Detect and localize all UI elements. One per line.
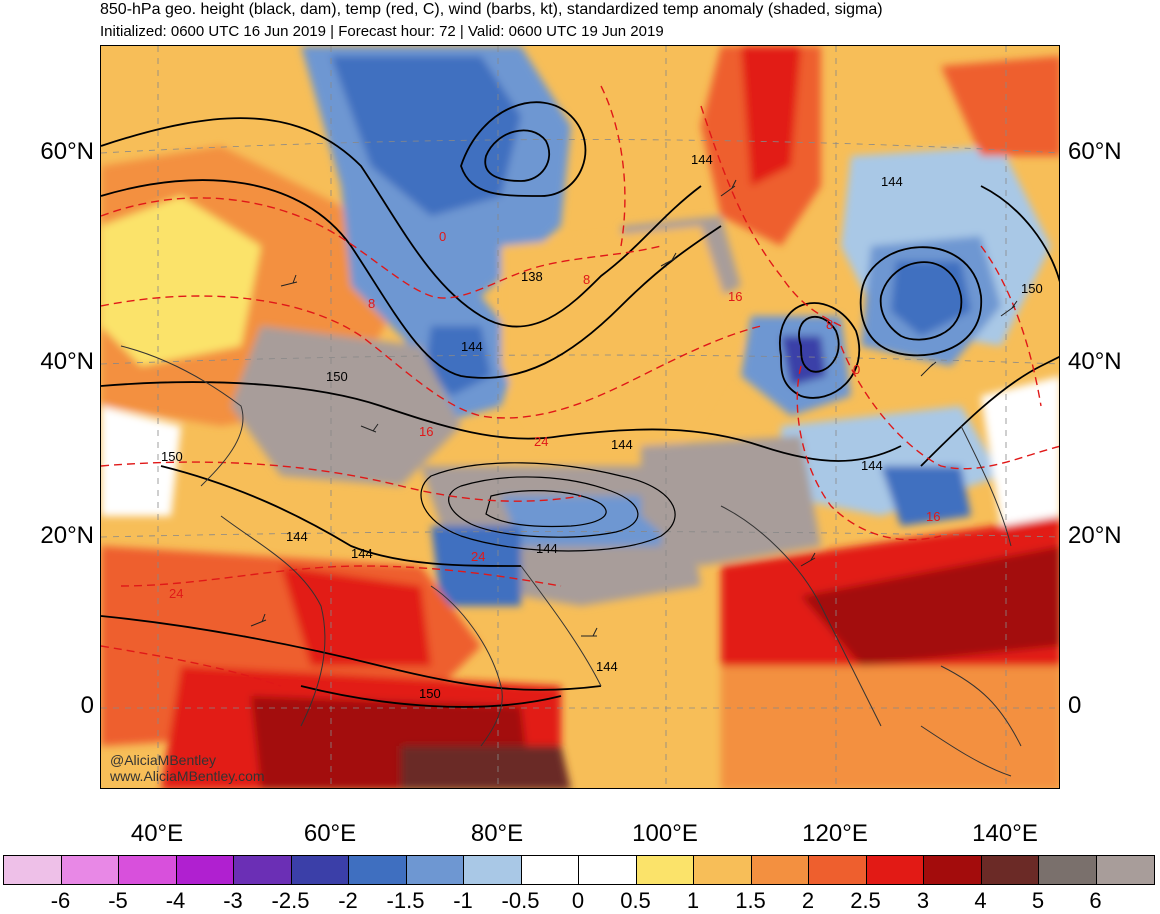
lat-label-0-right: 0 bbox=[1068, 692, 1082, 719]
colorbar-tick-label: 1.5 bbox=[735, 888, 766, 913]
height-labels: 144 144 144 138 144 150 150 144 144 144 … bbox=[161, 152, 1043, 701]
colorbar-swatch bbox=[349, 856, 407, 884]
height-label: 144 bbox=[351, 546, 373, 561]
colorbar-tick-label: 1 bbox=[686, 888, 700, 913]
temp-label: 8 bbox=[826, 317, 833, 332]
temp-label: 16 bbox=[419, 424, 433, 439]
colorbar-swatch bbox=[866, 856, 924, 884]
graticule bbox=[101, 46, 1059, 788]
colorbar-tick-label: 4 bbox=[974, 888, 987, 913]
height-label: 144 bbox=[611, 437, 633, 452]
coastlines bbox=[120, 345, 1022, 777]
lon-label-80e: 80°E bbox=[470, 820, 524, 847]
temp-label: 16 bbox=[728, 289, 742, 304]
colorbar-swatch bbox=[924, 856, 982, 884]
temp-label: 8 bbox=[583, 272, 590, 287]
colorbar-swatch bbox=[4, 856, 62, 884]
lon-label-100e: 100°E bbox=[632, 820, 698, 847]
temperature-contours bbox=[101, 85, 1059, 687]
wind-barbs bbox=[250, 179, 1018, 637]
colorbar-tick-label: -6 bbox=[50, 888, 71, 913]
height-label: 150 bbox=[1021, 281, 1043, 296]
colorbar-swatch bbox=[521, 856, 579, 884]
lat-label-40n-left: 40°N bbox=[40, 348, 94, 375]
colorbar-swatch bbox=[464, 856, 522, 884]
temp-label: 24 bbox=[169, 586, 183, 601]
lat-label-60n-right: 60°N bbox=[1068, 138, 1122, 165]
colorbar-tick-label: 5 bbox=[1031, 888, 1045, 913]
temp-label: 24 bbox=[534, 434, 548, 449]
height-label: 138 bbox=[521, 269, 543, 284]
colorbar-tick-label: 2 bbox=[801, 888, 815, 913]
colorbar-swatch bbox=[809, 856, 867, 884]
colorbar-tick-label: -1 bbox=[453, 888, 473, 913]
colorbar-swatch bbox=[981, 856, 1039, 884]
height-label: 150 bbox=[326, 369, 348, 384]
colorbar-swatch bbox=[176, 856, 234, 884]
colorbar-tick-label: -3 bbox=[223, 888, 243, 913]
height-label: 144 bbox=[596, 659, 618, 674]
colorbar-swatch bbox=[234, 856, 292, 884]
lat-label-0-left: 0 bbox=[80, 692, 94, 719]
height-label: 144 bbox=[881, 174, 903, 189]
lat-label-20n-left: 20°N bbox=[40, 522, 94, 549]
anomaly-shading bbox=[101, 46, 1059, 788]
height-label: 144 bbox=[691, 152, 713, 167]
height-label: 150 bbox=[419, 686, 441, 701]
height-contours bbox=[101, 101, 1059, 708]
colorbar-tick-label: -5 bbox=[108, 888, 128, 913]
height-label: 144 bbox=[286, 529, 308, 544]
colorbar-swatch bbox=[61, 856, 119, 884]
map-title: 850-hPa geo. height (black, dam), temp (… bbox=[100, 1, 883, 18]
lon-label-140e: 140°E bbox=[972, 820, 1038, 847]
colorbar-swatch bbox=[1096, 856, 1154, 884]
watermark-url: www.AliciaMBentley.com bbox=[110, 768, 265, 784]
lon-label-120e: 120°E bbox=[802, 820, 868, 847]
colorbar-tick-label: -2.5 bbox=[271, 888, 310, 913]
colorbar-tick-label: -1.5 bbox=[386, 888, 425, 913]
temp-label: 24 bbox=[471, 549, 485, 564]
colorbar-swatch bbox=[291, 856, 349, 884]
temp-label: 16 bbox=[926, 509, 940, 524]
temp-label: 0 bbox=[439, 229, 446, 244]
temp-labels: 0 8 8 16 8 0 16 24 24 24 16 bbox=[169, 229, 940, 601]
colorbar-tick-label: -2 bbox=[338, 888, 358, 913]
colorbar-swatch bbox=[119, 856, 177, 884]
height-label: 144 bbox=[861, 458, 883, 473]
height-label: 144 bbox=[536, 541, 558, 556]
colorbar-swatch bbox=[406, 856, 464, 884]
lon-label-40e: 40°E bbox=[130, 820, 184, 847]
colorbar-swatch bbox=[1039, 856, 1097, 884]
map-canvas: 144 144 144 138 144 150 150 144 144 144 … bbox=[101, 46, 1059, 788]
colorbar-swatch bbox=[579, 856, 637, 884]
map-subtitle: Initialized: 0600 UTC 16 Jun 2019 | Fore… bbox=[100, 23, 664, 40]
colorbar-swatch bbox=[751, 856, 809, 884]
tibet-contours bbox=[420, 462, 676, 552]
colorbar-tick-label: 6 bbox=[1089, 888, 1102, 913]
colorbar-swatch bbox=[694, 856, 752, 884]
colorbar-tick-label: 3 bbox=[916, 888, 930, 913]
lon-label-60e: 60°E bbox=[303, 820, 357, 847]
temp-label: 0 bbox=[853, 362, 860, 377]
anomaly-colorbar bbox=[3, 855, 1155, 885]
colorbar-tick-label: 2.5 bbox=[850, 888, 881, 913]
colorbar-tick-label: 0 bbox=[571, 888, 585, 913]
weather-map: 144 144 144 138 144 150 150 144 144 144 … bbox=[100, 45, 1060, 789]
watermark-handle: @AliciaMBentley bbox=[110, 752, 217, 768]
colorbar-swatch bbox=[636, 856, 694, 884]
colorbar-tick-label: 0.5 bbox=[620, 888, 651, 913]
temp-label: 8 bbox=[368, 296, 375, 311]
colorbar-tick-label: -4 bbox=[165, 888, 186, 913]
height-label: 150 bbox=[161, 449, 183, 464]
lat-label-20n-right: 20°N bbox=[1068, 522, 1122, 549]
height-label: 144 bbox=[461, 339, 483, 354]
lat-label-40n-right: 40°N bbox=[1068, 348, 1122, 375]
colorbar-tick-label: -0.5 bbox=[501, 888, 540, 913]
lat-label-60n-left: 60°N bbox=[40, 138, 94, 165]
